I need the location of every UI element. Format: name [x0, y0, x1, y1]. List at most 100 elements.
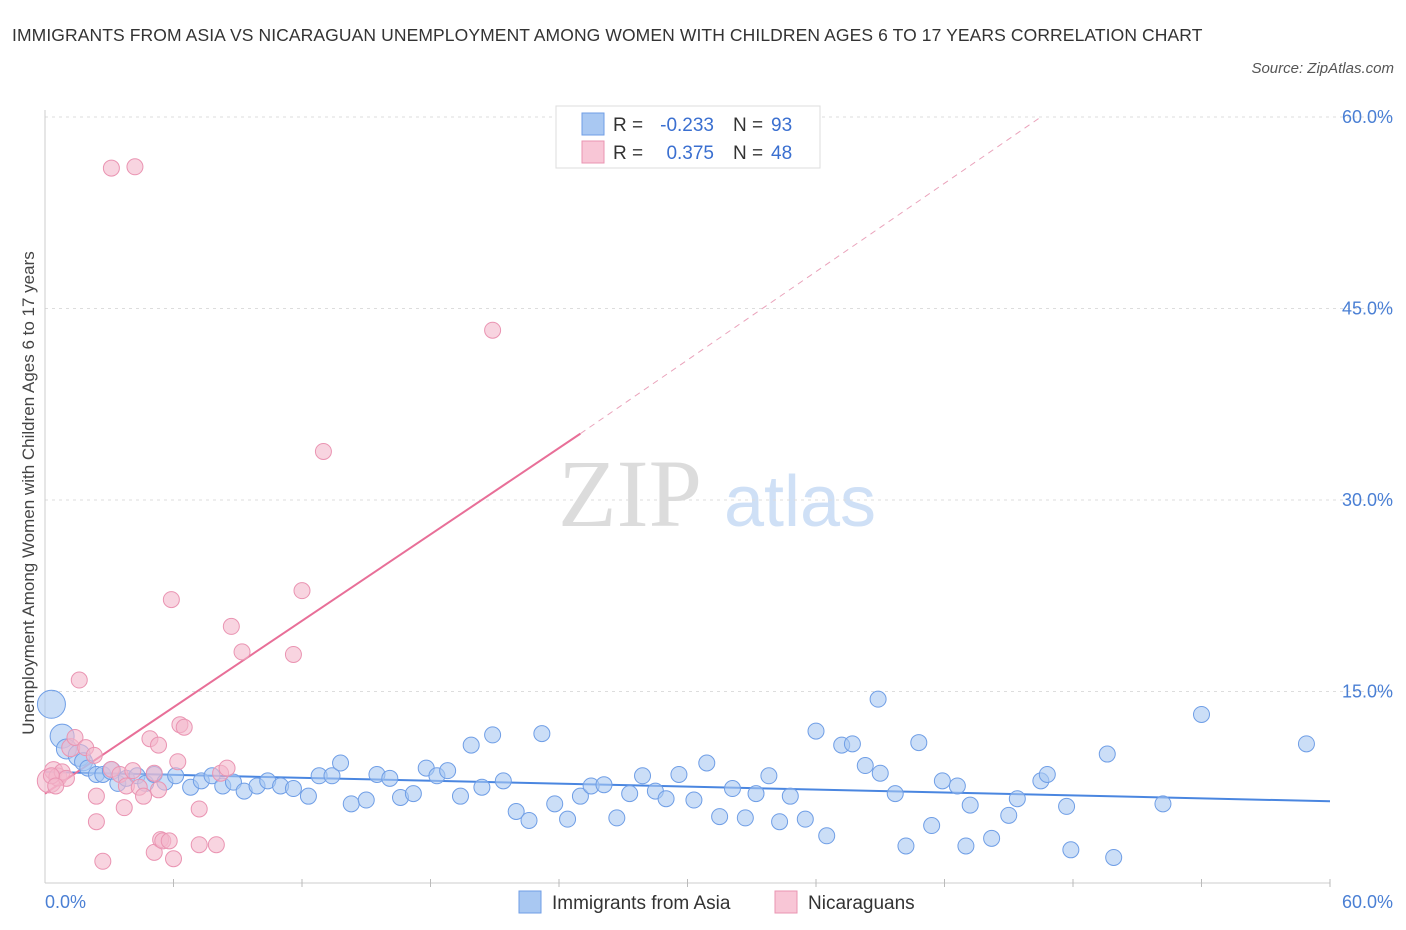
asia-point-0 — [36, 689, 66, 719]
asia-point-51 — [595, 776, 613, 794]
nicaraguan-point-39 — [233, 643, 251, 661]
y-tick-label-60: 60.0% — [1342, 107, 1393, 127]
nicaraguan-point-35 — [207, 836, 225, 854]
trend-lines — [44, 116, 1331, 803]
asia-point-89 — [1062, 841, 1080, 859]
nicaraguan-trend-line — [44, 432, 581, 795]
asia-point-61 — [723, 780, 741, 798]
asia-point-76 — [897, 837, 915, 855]
y-axis-label: Unemployment Among Women with Children A… — [19, 251, 38, 735]
asia-point-60 — [711, 808, 729, 826]
asia-point-26 — [299, 787, 317, 805]
asia-point-68 — [807, 722, 825, 740]
y-tick-label-30: 30.0% — [1342, 490, 1393, 510]
asia-point-73 — [869, 690, 887, 708]
legend-r-value-asia: -0.233 — [660, 115, 714, 136]
asia-point-75 — [886, 785, 904, 803]
gridlines — [45, 116, 1393, 692]
asia-point-44 — [507, 803, 525, 821]
asia-point-66 — [781, 787, 799, 805]
asia-point-67 — [796, 810, 814, 828]
nicaraguan-point-17 — [124, 762, 142, 780]
nicaraguan-point-28 — [162, 591, 180, 609]
asia-point-15 — [167, 767, 185, 785]
asia-point-33 — [381, 769, 399, 787]
asia-point-81 — [957, 837, 975, 855]
asia-point-56 — [657, 790, 675, 808]
legend-n-value-asia: 93 — [771, 115, 792, 136]
legend-n-label-nicaraguans: N = — [733, 143, 763, 164]
asia-point-71 — [843, 735, 861, 753]
legend-n-label-asia: N = — [733, 115, 763, 136]
legend-swatch-nicaraguans — [581, 140, 605, 164]
asia-point-25 — [284, 780, 302, 798]
nicaraguan-point-19 — [135, 787, 153, 805]
asia-point-69 — [818, 827, 836, 845]
asia-point-88 — [1058, 797, 1076, 815]
asia-point-29 — [332, 754, 350, 772]
asia-point-77 — [910, 734, 928, 752]
asia-point-78 — [923, 817, 941, 835]
watermark-atlas: atlas — [724, 462, 876, 542]
asia-point-52 — [608, 809, 626, 827]
legend-r-value-nicaraguans: 0.375 — [666, 143, 714, 164]
asia-point-62 — [736, 809, 754, 827]
x-tick-label-max: 60.0% — [1342, 892, 1393, 912]
asia-point-84 — [1000, 806, 1018, 824]
asia-point-72 — [856, 757, 874, 775]
asia-point-43 — [494, 772, 512, 790]
x-axis-ticks — [173, 879, 1331, 887]
nicaraguan-point-21 — [145, 764, 163, 782]
y-tick-labels: 15.0% 30.0% 45.0% 60.0% — [1342, 107, 1393, 702]
asia-point-42 — [484, 726, 502, 744]
y-tick-label-15: 15.0% — [1342, 682, 1393, 702]
nicaraguan-point-47 — [47, 777, 65, 795]
asia-point-63 — [747, 785, 765, 803]
asia-point-28 — [323, 767, 341, 785]
asia-point-31 — [357, 791, 375, 809]
asia-point-49 — [571, 787, 589, 805]
series-legend-label-nicaraguans: Nicaraguans — [808, 893, 915, 914]
legend-n-value-nicaraguans: 48 — [771, 143, 792, 164]
nicaraguan-point-43 — [484, 321, 502, 339]
asia-point-47 — [546, 795, 564, 813]
nicaraguan-point-29 — [165, 850, 182, 868]
asia-point-90 — [1098, 745, 1116, 763]
asia-point-38 — [439, 762, 457, 780]
asia-point-41 — [473, 778, 491, 796]
asia-point-94 — [1297, 735, 1315, 753]
data-points — [36, 158, 1315, 870]
asia-point-65 — [771, 813, 789, 831]
nicaraguan-point-38 — [222, 617, 240, 635]
nicaraguan-point-10 — [87, 787, 105, 805]
nicaraguan-point-24 — [150, 781, 168, 799]
asia-point-59 — [698, 754, 716, 772]
asia-point-30 — [342, 795, 360, 813]
asia-point-53 — [621, 785, 639, 803]
source-label: Source: ZipAtlas.com — [1251, 60, 1394, 77]
nicaraguan-point-27 — [160, 832, 178, 850]
nicaraguan-trend-extension — [580, 116, 1042, 435]
series-legend-label-asia: Immigrants from Asia — [552, 893, 731, 914]
asia-point-40 — [462, 736, 480, 754]
nicaraguan-point-34 — [190, 836, 208, 854]
asia-point-58 — [685, 791, 703, 809]
stats-legend: R = -0.233 N = 93 R = 0.375 N = 48 — [555, 105, 821, 169]
asia-point-91 — [1105, 848, 1123, 866]
asia-point-45 — [520, 811, 538, 829]
nicaraguan-point-6 — [66, 728, 84, 746]
nicaraguan-point-23 — [150, 736, 168, 754]
chart-title: IMMIGRANTS FROM ASIA VS NICARAGUAN UNEMP… — [12, 25, 1203, 45]
nicaraguan-point-42 — [314, 442, 332, 460]
nicaraguan-point-45 — [126, 158, 144, 176]
nicaraguan-point-15 — [115, 799, 133, 817]
nicaraguan-point-12 — [94, 852, 112, 870]
watermark-zip: ZIP — [558, 440, 702, 547]
x-tick-label-min: 0.0% — [45, 892, 86, 912]
asia-point-35 — [404, 785, 422, 803]
series-legend-swatch-nicaraguans — [774, 890, 798, 914]
legend-r-label-nicaraguans: R = — [613, 143, 643, 164]
nicaraguan-point-30 — [169, 753, 187, 771]
nicaraguan-point-7 — [70, 671, 88, 689]
